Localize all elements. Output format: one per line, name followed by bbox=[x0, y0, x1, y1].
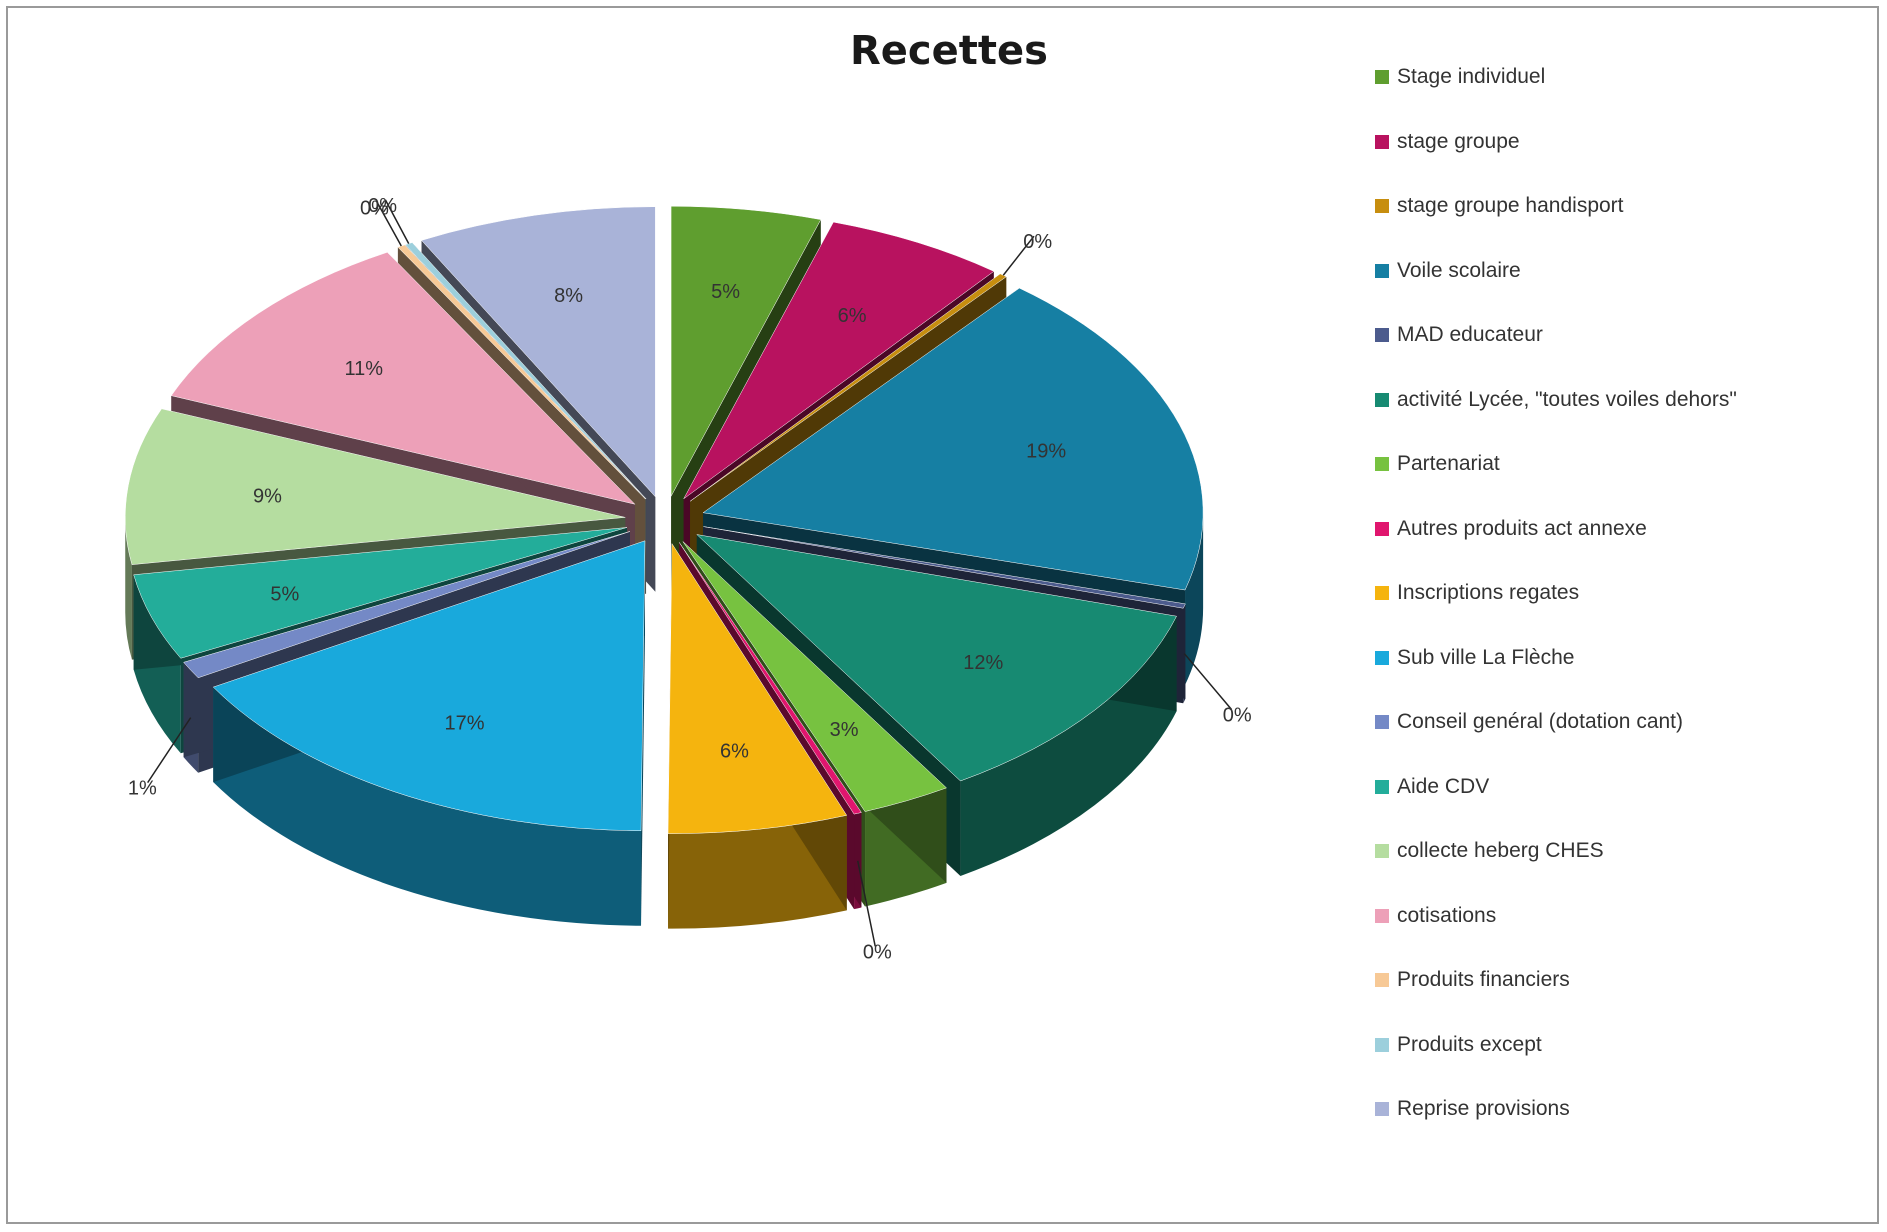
legend-swatch bbox=[1375, 1102, 1389, 1116]
data-label-leader bbox=[147, 717, 192, 784]
pie-slice-4 bbox=[702, 287, 1204, 591]
legend-swatch bbox=[1375, 650, 1389, 665]
legend-label: Voile scolaire bbox=[1397, 258, 1521, 282]
data-label: 1% bbox=[128, 778, 157, 800]
chart-title: Recettes bbox=[850, 28, 1048, 74]
legend-item: collecte heberg CHES bbox=[1375, 836, 1604, 866]
pie-slice-13 bbox=[125, 408, 626, 565]
legend-label: Conseil genéral (dotation cant) bbox=[1397, 710, 1684, 733]
pie-slice-cut bbox=[641, 540, 645, 926]
legend-label: Sub ville La Flèche bbox=[1397, 645, 1575, 669]
legend-label: stage groupe handisport bbox=[1397, 194, 1624, 217]
data-label: 5% bbox=[270, 583, 299, 605]
legend-label: Inscriptions regates bbox=[1397, 581, 1580, 604]
legend-swatch bbox=[1375, 521, 1389, 536]
pie-slice-3 bbox=[689, 273, 1007, 502]
legend-swatch bbox=[1375, 1037, 1389, 1052]
data-label: 3% bbox=[830, 719, 859, 741]
pie-slice-17 bbox=[421, 206, 656, 498]
legend-label: Stage individuel bbox=[1397, 65, 1546, 88]
legend-label: Partenariat bbox=[1397, 452, 1500, 475]
pie-slice-wall bbox=[125, 517, 132, 660]
legend-item: Sub ville La Flèche bbox=[1375, 643, 1574, 673]
legend-item: Partenariat bbox=[1375, 449, 1500, 479]
legend-swatch bbox=[1375, 457, 1389, 471]
data-label-leader bbox=[1002, 235, 1035, 276]
data-label-leader bbox=[384, 199, 410, 244]
data-label-leader bbox=[857, 860, 876, 947]
pie-slice-wall bbox=[960, 616, 1177, 876]
legend-item: cotisations bbox=[1375, 901, 1496, 931]
legend-swatch bbox=[1375, 263, 1389, 278]
legend-swatch bbox=[1375, 908, 1389, 923]
legend-swatch bbox=[1375, 844, 1389, 858]
legend-item: Conseil genéral (dotation cant) bbox=[1375, 707, 1683, 737]
legend-label: stage groupe bbox=[1397, 129, 1520, 153]
data-label: 6% bbox=[838, 305, 867, 327]
data-label: 9% bbox=[253, 485, 282, 507]
legend-label: Aide CDV bbox=[1397, 774, 1490, 798]
data-label: 19% bbox=[1026, 440, 1066, 462]
legend-item: Aide CDV bbox=[1375, 772, 1489, 802]
data-label-leader bbox=[376, 202, 402, 247]
legend-item: Produits financiers bbox=[1375, 965, 1570, 995]
legend-item: MAD educateur bbox=[1375, 320, 1543, 350]
data-label-leader bbox=[1183, 653, 1233, 710]
legend-item: Inscriptions regates bbox=[1375, 578, 1579, 608]
legend-label: cotisations bbox=[1397, 903, 1497, 927]
pie-slice-7 bbox=[682, 541, 947, 812]
legend-label: Reprise provisions bbox=[1397, 1097, 1570, 1120]
pie-slice-10 bbox=[212, 540, 646, 832]
legend-item: Stage individuel bbox=[1375, 62, 1545, 92]
legend-label: Autres produits act annexe bbox=[1397, 516, 1647, 540]
legend-swatch bbox=[1375, 973, 1389, 987]
pie-slice-2 bbox=[683, 221, 995, 499]
legend-item: Produits except bbox=[1375, 1030, 1542, 1060]
pie-slice-wall bbox=[213, 687, 642, 926]
legend-swatch bbox=[1375, 70, 1389, 84]
legend-swatch bbox=[1375, 199, 1389, 213]
legend-swatch bbox=[1375, 328, 1389, 342]
legend-item: activité Lycée, "toutes voiles dehors" bbox=[1375, 385, 1737, 415]
pie-slice-15 bbox=[397, 244, 646, 500]
data-label: 0% bbox=[1023, 231, 1052, 253]
data-label: 0% bbox=[360, 198, 389, 220]
data-label: 8% bbox=[554, 285, 583, 307]
data-label: 0% bbox=[863, 941, 892, 963]
pie-slice-14 bbox=[170, 251, 636, 505]
pie-slice-wall bbox=[668, 815, 847, 929]
legend-label: Produits financiers bbox=[1397, 968, 1570, 991]
legend-item: Reprise provisions bbox=[1375, 1094, 1570, 1124]
data-label: 11% bbox=[345, 358, 384, 380]
legend-label: Produits except bbox=[1397, 1032, 1542, 1056]
pie-slice-16 bbox=[404, 242, 647, 500]
pie-slice-6 bbox=[696, 534, 1177, 782]
legend-label: collecte heberg CHES bbox=[1397, 839, 1604, 862]
legend-swatch bbox=[1375, 134, 1389, 149]
pie-slice-wall bbox=[1185, 512, 1204, 686]
legend-label: activité Lycée, "toutes voiles dehors" bbox=[1397, 387, 1737, 411]
legend-swatch bbox=[1375, 715, 1389, 729]
pie-slice-5 bbox=[703, 526, 1186, 609]
legend-item: stage groupe bbox=[1375, 127, 1520, 157]
legend-label: MAD educateur bbox=[1397, 323, 1543, 346]
legend-item: Autres produits act annexe bbox=[1375, 514, 1647, 544]
legend-item: Voile scolaire bbox=[1375, 256, 1521, 286]
data-label: 12% bbox=[963, 652, 1003, 674]
data-label: 0% bbox=[368, 195, 397, 217]
legend-swatch bbox=[1375, 392, 1389, 407]
pie-slice-1 bbox=[670, 206, 822, 497]
pie-slice-12 bbox=[133, 527, 628, 659]
legend-item: stage groupe handisport bbox=[1375, 191, 1624, 221]
pie-slice-11 bbox=[183, 531, 630, 679]
data-label: 6% bbox=[720, 740, 749, 762]
pie-slice-8 bbox=[679, 542, 862, 815]
legend-swatch bbox=[1375, 779, 1389, 794]
legend-swatch bbox=[1375, 586, 1389, 600]
pie-slice-9 bbox=[667, 542, 848, 834]
data-label: 5% bbox=[711, 281, 740, 303]
data-label: 0% bbox=[1223, 704, 1252, 726]
data-label: 17% bbox=[445, 712, 485, 734]
